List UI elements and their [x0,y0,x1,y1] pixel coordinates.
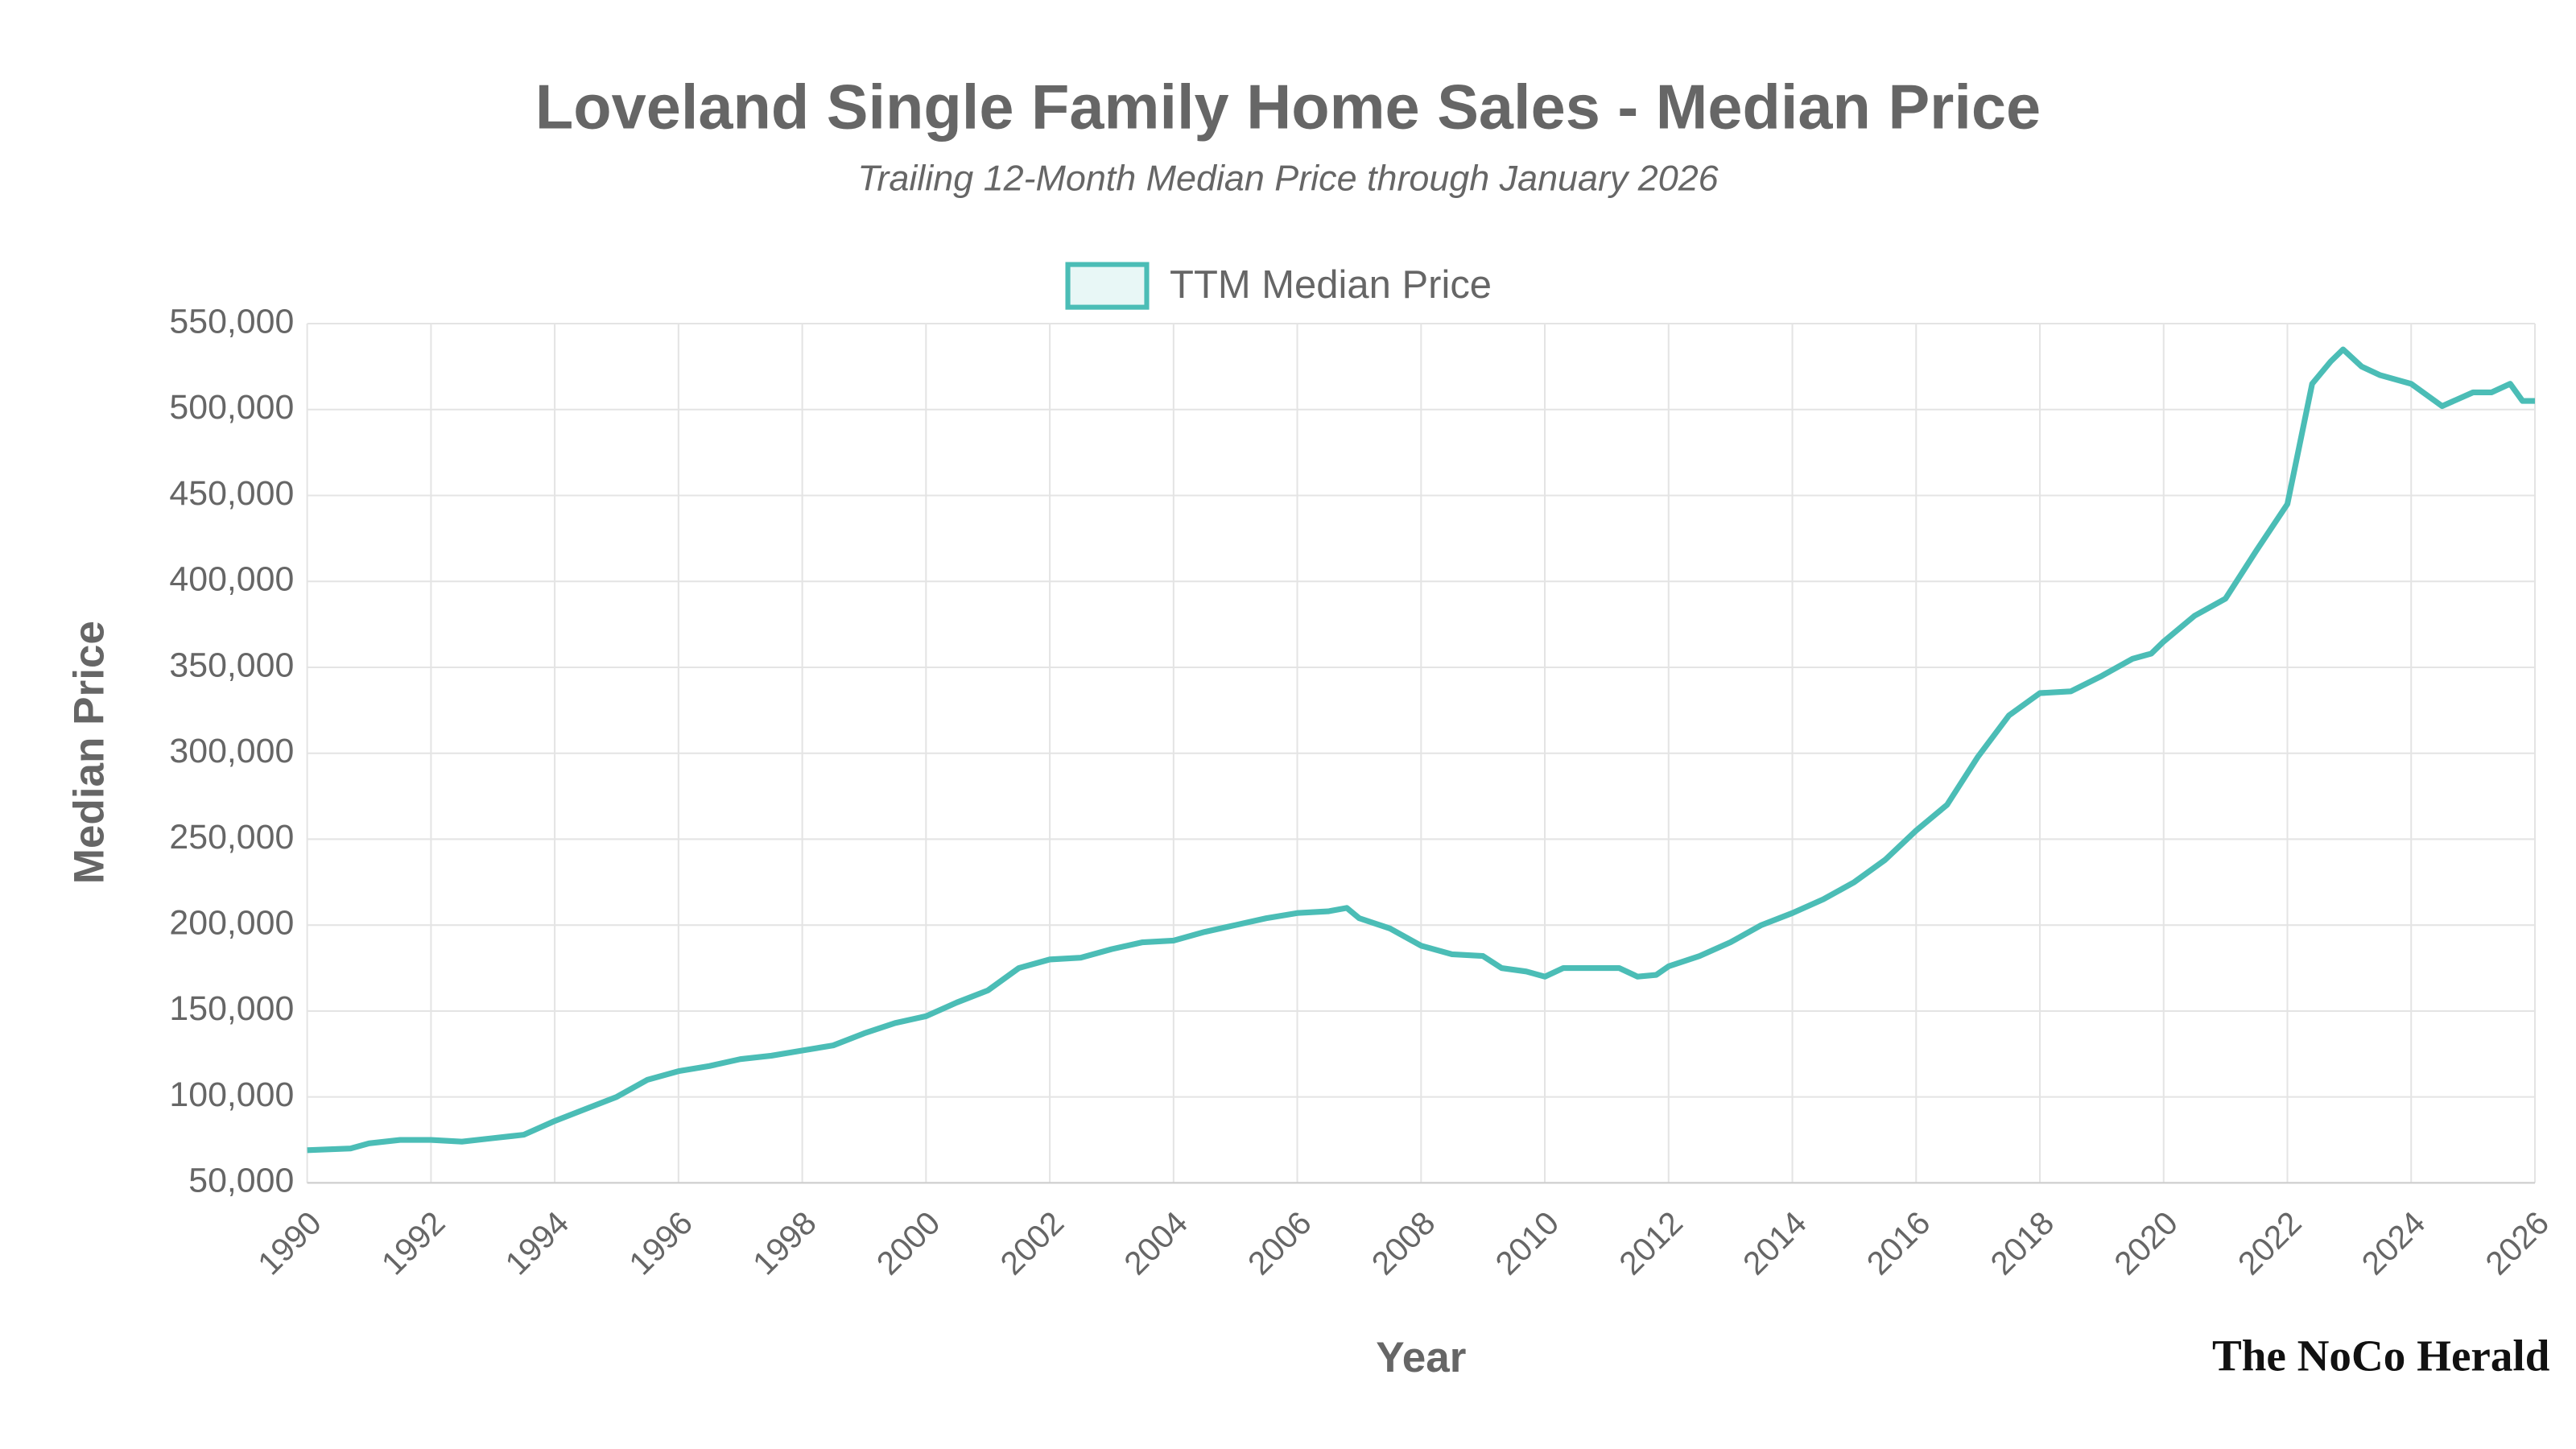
x-tick-label: 1990 [250,1204,328,1282]
y-axis-label: Median Price [65,621,113,884]
y-tick-label: 100,000 [169,1075,294,1114]
x-tick-label: 2018 [1984,1204,2062,1282]
x-axis-label: Year [1376,1334,1466,1381]
x-tick-label: 2008 [1364,1204,1443,1282]
x-tick-label: 2000 [869,1204,947,1282]
y-tick-label: 50,000 [188,1162,294,1200]
x-tick-label: 2014 [1736,1204,1814,1282]
x-tick-label: 2004 [1117,1204,1195,1282]
y-tick-label: 300,000 [169,732,294,770]
y-tick-label: 450,000 [169,474,294,513]
legend-label: TTM Median Price [1170,263,1492,307]
legend-swatch [1065,262,1150,310]
brand-logo: The NoCo Herald [2212,1331,2550,1380]
y-tick-label: 500,000 [169,388,294,427]
y-tick-label: 350,000 [169,646,294,684]
x-tick-label: 2026 [2479,1204,2557,1282]
x-tick-label: 2016 [1860,1204,1938,1282]
x-tick-label: 2020 [2107,1204,2185,1282]
chart-title: Loveland Single Family Home Sales - Medi… [535,72,2041,142]
x-tick-label: 2002 [993,1204,1071,1282]
y-tick-label: 400,000 [169,560,294,599]
data-line [307,346,2535,1154]
x-tick-label: 2024 [2355,1204,2433,1282]
x-tick-label: 2012 [1612,1204,1690,1282]
x-tick-label: 2022 [2231,1204,2309,1282]
y-tick-label: 550,000 [169,302,294,341]
x-tick-label: 2010 [1488,1204,1567,1282]
x-tick-label: 1994 [498,1204,576,1282]
y-tick-label: 250,000 [169,818,294,857]
x-tick-label: 1992 [374,1204,452,1282]
y-tick-label: 200,000 [169,903,294,942]
x-tick-label: 1996 [621,1204,700,1282]
x-tick-label: 2006 [1241,1204,1319,1282]
y-tick-label: 150,000 [169,989,294,1028]
x-tick-label: 1998 [745,1204,824,1282]
chart-subtitle: Trailing 12-Month Median Price through J… [857,157,1718,198]
